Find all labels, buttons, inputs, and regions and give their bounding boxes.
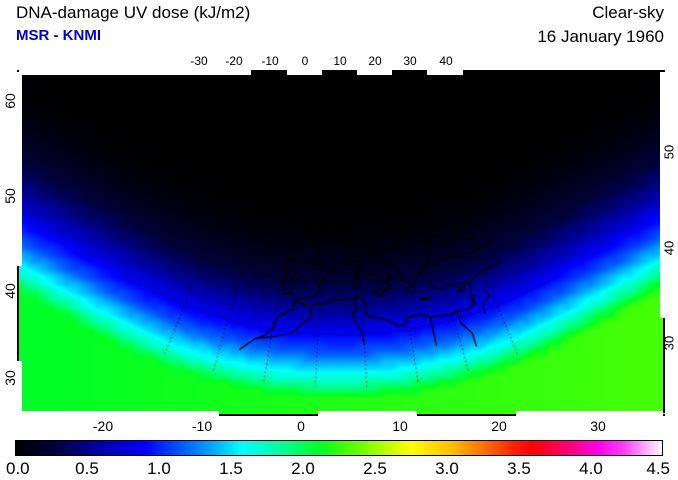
condition-label: Clear-sky bbox=[592, 3, 664, 22]
tick-segment bbox=[17, 361, 22, 448]
colorbar-tick-label: 1.5 bbox=[219, 459, 243, 478]
axis-bottom-tick-label: 30 bbox=[590, 418, 606, 434]
uv-dose-heatmap bbox=[19, 72, 663, 414]
axis-top-tick-label: 30 bbox=[403, 54, 417, 68]
date-label: 16 January 1960 bbox=[537, 27, 664, 46]
axis-left-tick-label: 60 bbox=[1, 93, 18, 109]
tick-segment bbox=[318, 411, 417, 416]
colorbar-tick-label: 2.5 bbox=[363, 459, 387, 478]
plot-frame bbox=[17, 70, 665, 416]
tick-segment bbox=[615, 411, 663, 416]
tick-segment bbox=[19, 70, 216, 75]
map-plot bbox=[17, 70, 665, 448]
tick-segment bbox=[357, 70, 392, 75]
axis-top-tick-label: 20 bbox=[368, 54, 382, 68]
axis-bottom-tick-label: 0 bbox=[297, 418, 305, 434]
tick-segment bbox=[660, 222, 665, 318]
axis-top-tick-label: -20 bbox=[225, 54, 243, 68]
axis-bottom-tick-label: -10 bbox=[191, 418, 213, 434]
axis-bottom-tick-label: -20 bbox=[92, 418, 114, 434]
tick-segment bbox=[660, 413, 665, 414]
colorbar-gradient bbox=[15, 440, 663, 456]
axis-right-tick-label: 40 bbox=[661, 240, 677, 256]
axis-top-tick-label: 10 bbox=[333, 54, 347, 68]
axis-top-tick-label: -10 bbox=[261, 54, 279, 68]
tick-segment bbox=[516, 411, 615, 416]
source-label: MSR - KNMI bbox=[16, 27, 101, 44]
colorbar-tick-label: 3.0 bbox=[435, 459, 459, 478]
axis-bottom-tick-label: 20 bbox=[491, 418, 507, 434]
colorbar-tick-label: 0.5 bbox=[75, 459, 99, 478]
axis-top-tick-label: -30 bbox=[190, 54, 208, 68]
tick-segment bbox=[427, 70, 463, 75]
tick-segment bbox=[216, 70, 251, 75]
colorbar-tick-label: 4.5 bbox=[646, 459, 670, 478]
axis-left-tick-label: 40 bbox=[1, 283, 18, 299]
colorbar-tick-label: 2.0 bbox=[291, 459, 315, 478]
colorbar-tick-label: 3.5 bbox=[507, 459, 531, 478]
axis-right-tick-label: 30 bbox=[661, 335, 677, 351]
tick-segment bbox=[120, 411, 219, 416]
colorbar-tick-label: 0.0 bbox=[6, 459, 30, 478]
axis-top-tick-label: 0 bbox=[301, 54, 309, 68]
page-title: DNA-damage UV dose (kJ/m2) bbox=[16, 3, 251, 22]
header: DNA-damage UV dose (kJ/m2) MSR - KNMI Cl… bbox=[0, 0, 678, 52]
colorbar-tick-label: 1.0 bbox=[147, 459, 171, 478]
tick-segment bbox=[19, 411, 120, 416]
tick-segment bbox=[660, 72, 665, 222]
colorbar-tick-label: 4.0 bbox=[579, 459, 603, 478]
tick-segment bbox=[287, 70, 322, 75]
colorbar: 0.0 0.5 1.0 1.5 2.0 2.5 3.0 3.5 4.0 4.5 bbox=[0, 435, 678, 480]
axis-left-tick-label: 50 bbox=[1, 188, 18, 204]
axis-bottom-tick-label: 10 bbox=[392, 418, 408, 434]
axis-right-tick-label: 50 bbox=[661, 144, 677, 160]
tick-segment bbox=[17, 72, 22, 171]
axis-top-tick-label: 40 bbox=[439, 54, 453, 68]
axis-left-tick-label: 30 bbox=[1, 370, 18, 386]
tick-segment bbox=[17, 171, 22, 266]
